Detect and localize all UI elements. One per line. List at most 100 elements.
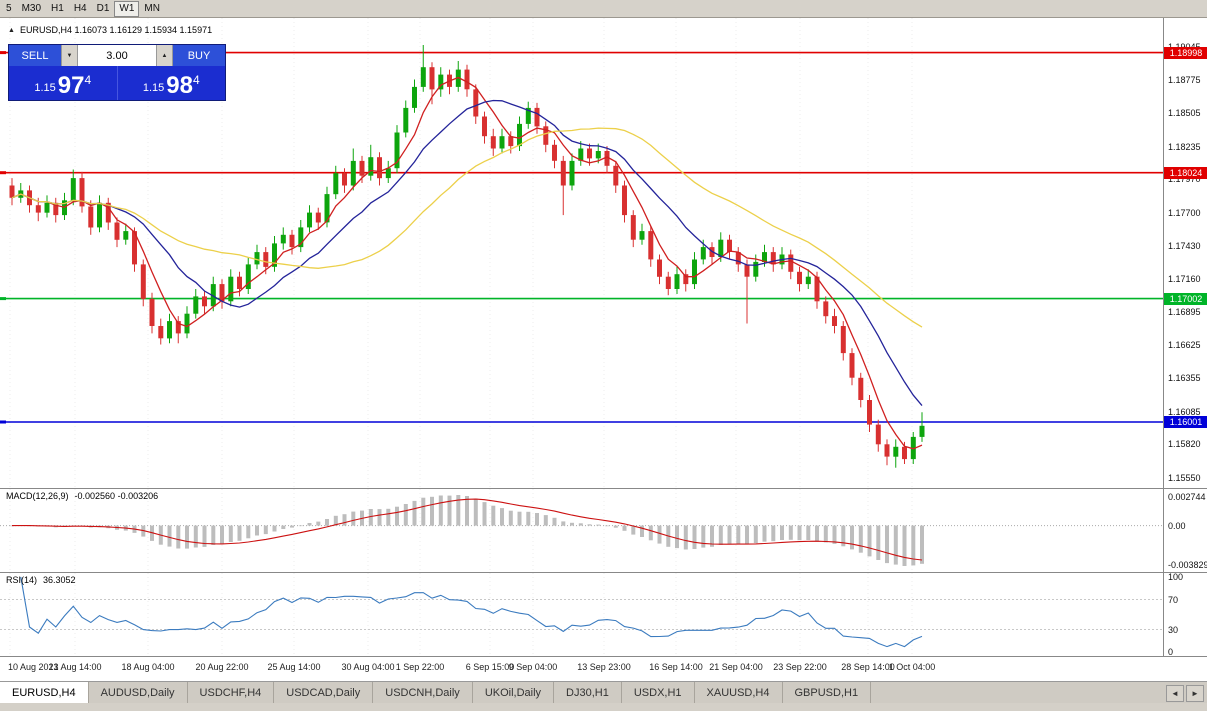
collapse-arrow-icon[interactable]: ▲ (8, 26, 15, 34)
candle (473, 89, 479, 117)
buy-price-prefix: 1.15 (142, 82, 165, 94)
chart-tab-usdcad[interactable]: USDCAD,Daily (274, 682, 374, 703)
candle (893, 446, 899, 457)
chart-tab-usdx[interactable]: USDX,H1 (621, 682, 695, 703)
candlestick-chart[interactable] (0, 18, 1163, 488)
macd-title-row: MACD(12,26,9) -0.002560 -0.003206 (6, 491, 158, 501)
main-chart-panel[interactable]: ▲ EURUSD,H4 1.16073 1.16129 1.15934 1.15… (0, 18, 1163, 488)
macd-histogram-bar (806, 525, 811, 540)
candle (368, 157, 374, 176)
macd-histogram-bar (342, 514, 347, 526)
candle (665, 276, 671, 289)
candle (875, 424, 881, 445)
chart-tab-usdchf[interactable]: USDCHF,H4 (187, 682, 275, 703)
sell-button[interactable]: SELL (9, 45, 61, 66)
macd-histogram-bar (176, 525, 181, 549)
chart-tab-gbpusd[interactable]: GBPUSD,H1 (782, 682, 872, 703)
macd-histogram-bar (517, 511, 522, 526)
time-axis-label: 1 Oct 04:00 (888, 662, 936, 672)
rsi-title-row: RSI(14) 36.3052 (6, 575, 76, 585)
macd-histogram-bar (867, 525, 872, 557)
timeframe-button-h1[interactable]: H1 (51, 2, 64, 14)
ma-line-ma_mid (11, 99, 923, 407)
price-tick-label: 1.16895 (1168, 306, 1201, 317)
macd-histogram-bar (465, 496, 469, 526)
tabs-scroll-right-button[interactable]: ► (1186, 685, 1204, 702)
candle (167, 321, 172, 339)
candle (114, 222, 120, 240)
candle (263, 252, 269, 267)
candle (587, 148, 592, 159)
macd-histogram-bar (561, 521, 566, 526)
timeframe-button-mn[interactable]: MN (144, 2, 160, 14)
macd-histogram-bar (237, 525, 242, 541)
candle (237, 276, 242, 289)
candle (429, 67, 435, 90)
candle (508, 136, 514, 147)
candle (770, 252, 776, 265)
price-scale[interactable]: 1.190451.187751.185051.182351.179701.177… (1163, 18, 1207, 657)
candle (499, 136, 505, 149)
candle (490, 136, 496, 149)
panel-separator[interactable] (0, 488, 1207, 489)
chart-tab-eurusd[interactable]: EURUSD,H4 (0, 682, 89, 703)
buy-price[interactable]: 1.15 98 4 (118, 66, 226, 100)
macd-histogram-bar (482, 502, 487, 526)
macd-title: MACD(12,26,9) (6, 491, 69, 501)
panel-separator[interactable] (0, 572, 1207, 573)
macd-histogram-bar (246, 525, 251, 539)
timeframe-button-d1[interactable]: D1 (96, 2, 110, 14)
candle (534, 107, 540, 127)
macd-histogram-bar (403, 504, 408, 526)
lot-size-input[interactable]: 3.00 (78, 45, 156, 66)
price-tick-label: 1.18235 (1168, 141, 1201, 152)
chart-tab-usdcnh[interactable]: USDCNH,Daily (373, 682, 473, 703)
candle (44, 202, 50, 213)
candle (202, 296, 207, 307)
chart-tab-xauusd[interactable]: XAUUSD,H4 (694, 682, 783, 703)
lot-decrease-button[interactable]: ▼ (61, 45, 78, 66)
macd-histogram-bar (185, 525, 189, 549)
price-tick-label: 1.18505 (1168, 108, 1201, 119)
chart-tab-ukoil[interactable]: UKOil,Daily (472, 682, 555, 703)
candle (823, 301, 829, 317)
timeframe-button-m30[interactable]: M30 (21, 2, 42, 14)
macd-histogram-bar (351, 511, 356, 526)
time-axis-label: 18 Aug 04:00 (121, 662, 175, 672)
macd-histogram-bar (578, 523, 583, 526)
candle (79, 178, 85, 207)
candle (245, 264, 251, 289)
rsi-scale-label: 70 (1168, 594, 1179, 605)
candle (578, 148, 584, 161)
one-click-trading-panel: SELL ▼ 3.00 ▲ BUY 1.15 97 4 1.15 98 4 (8, 44, 226, 101)
sell-price[interactable]: 1.15 97 4 (9, 66, 118, 100)
candle (762, 252, 767, 262)
rsi-scale-label: 30 (1168, 624, 1179, 635)
candle (858, 377, 864, 400)
candle (403, 107, 409, 133)
trade-controls-row: SELL ▼ 3.00 ▲ BUY (9, 45, 225, 66)
macd-histogram-bar (281, 525, 286, 529)
macd-histogram-bar (412, 500, 417, 526)
buy-button[interactable]: BUY (173, 45, 225, 66)
timeframe-button-h4[interactable]: H4 (73, 2, 87, 14)
rsi-value: 36.3052 (43, 575, 76, 585)
price-tick-label: 1.18775 (1168, 75, 1201, 86)
tabs-scroll-left-button[interactable]: ◄ (1166, 685, 1184, 702)
macd-histogram-bar (788, 525, 793, 540)
macd-histogram-bar (902, 525, 907, 566)
rsi-panel[interactable]: RSI(14) 36.3052 (0, 573, 1163, 656)
macd-panel[interactable]: MACD(12,26,9) -0.002560 -0.003206 (0, 489, 1163, 572)
macd-histogram-bar (368, 509, 373, 526)
candle (805, 276, 811, 285)
chart-tab-audusd[interactable]: AUDUSD,Daily (88, 682, 188, 703)
candle (683, 274, 689, 285)
macd-histogram-bar (570, 522, 574, 526)
timeframe-button-5[interactable]: 5 (6, 2, 12, 14)
timeframe-button-w1[interactable]: W1 (114, 0, 140, 17)
candle (377, 157, 382, 179)
macd-histogram-bar (771, 525, 776, 542)
candle (674, 274, 680, 289)
lot-increase-button[interactable]: ▲ (156, 45, 173, 66)
chart-tab-dj30[interactable]: DJ30,H1 (554, 682, 622, 703)
